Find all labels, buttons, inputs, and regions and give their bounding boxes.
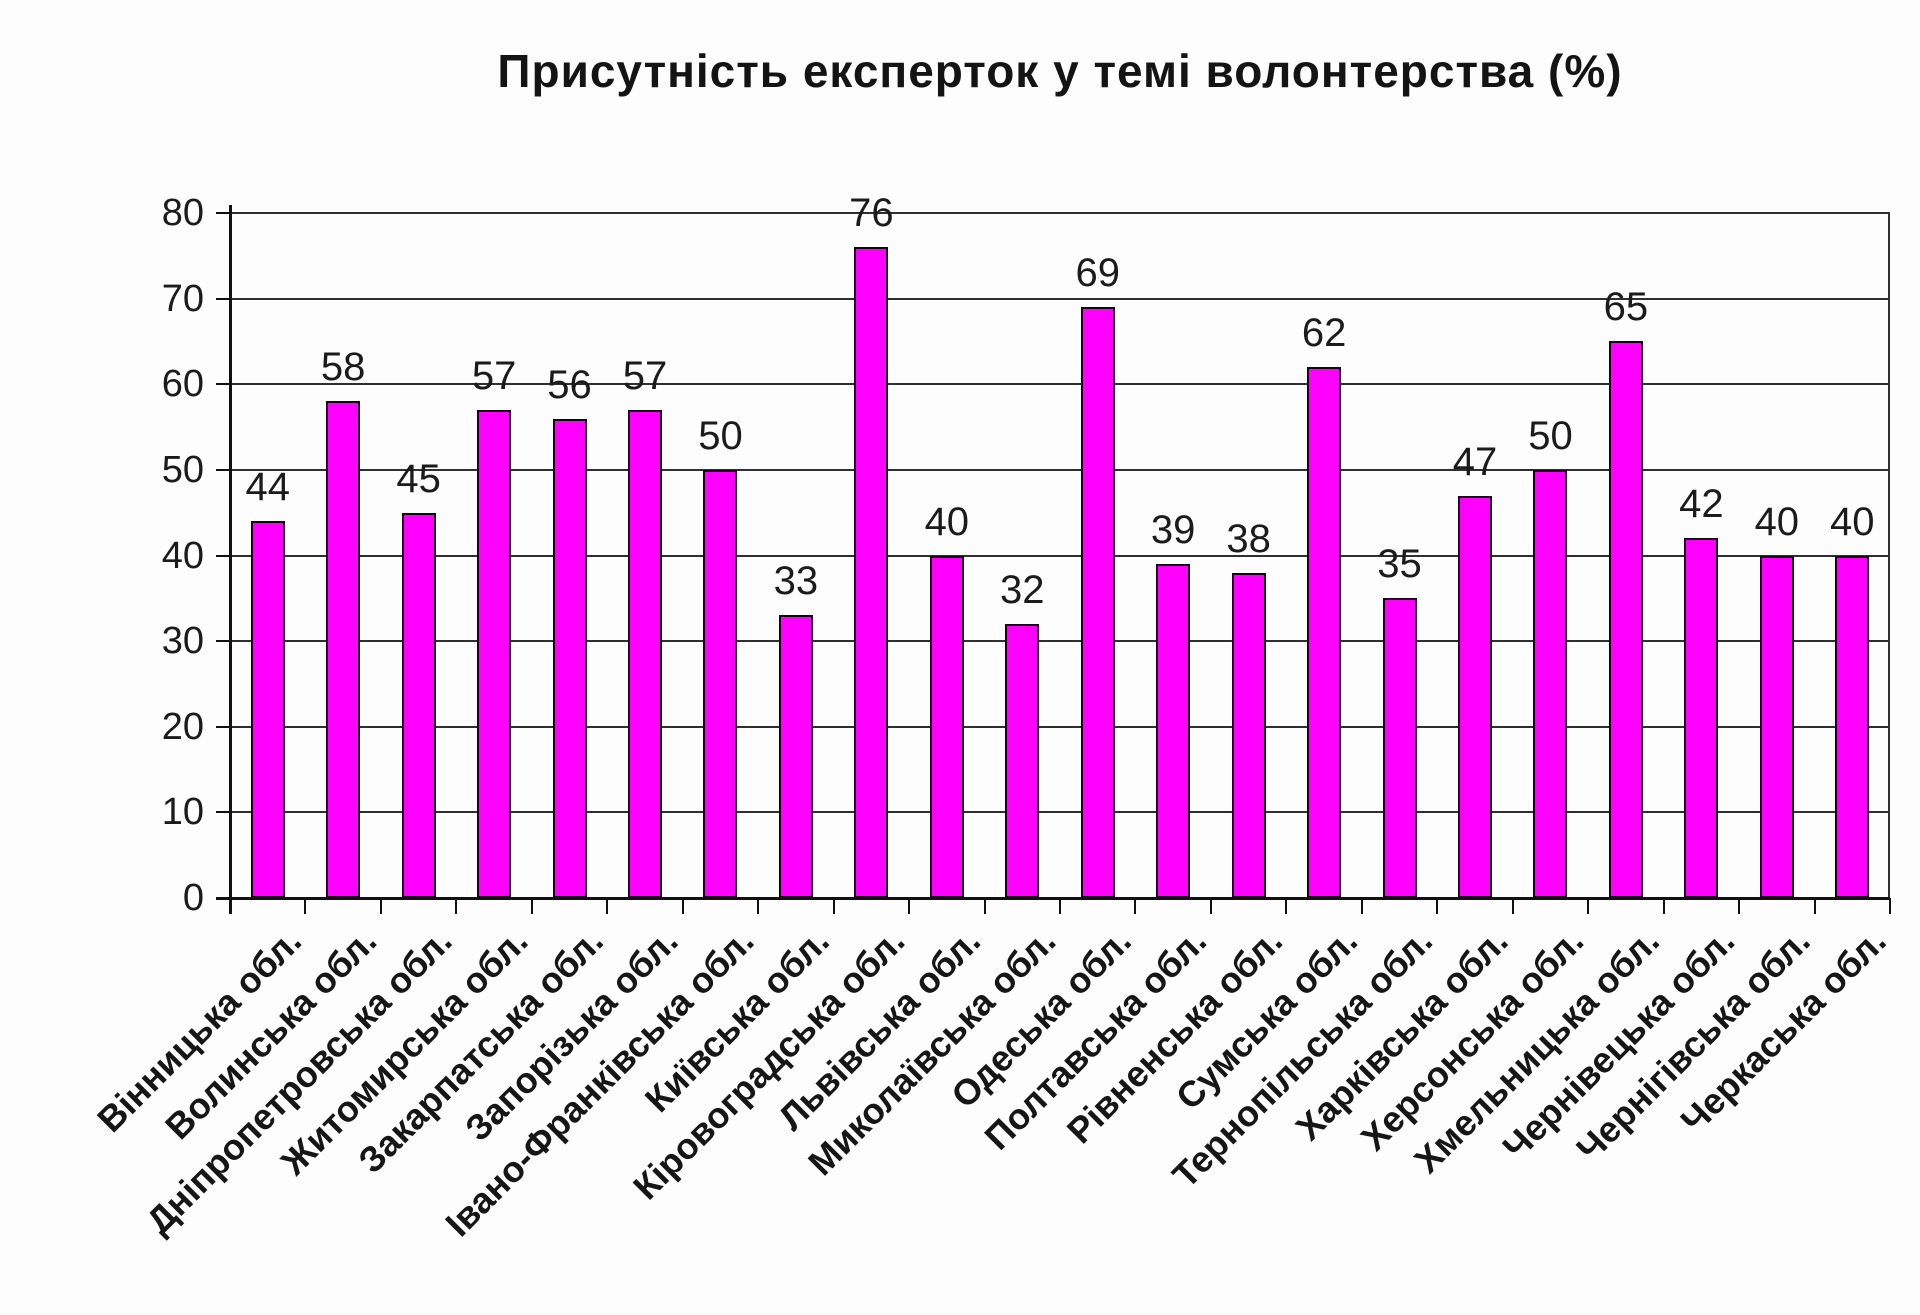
x-axis-tick [530,898,533,914]
x-axis-tick [1813,898,1816,914]
bar-value-label: 47 [1452,439,1498,484]
bar-value-label: 57 [622,353,668,398]
bar-value-label: 76 [849,191,894,236]
x-axis-tick [1662,898,1665,914]
bar [1608,341,1643,898]
bar-value-label: 50 [1528,413,1573,458]
bar-value-label: 57 [471,353,517,398]
x-axis-tick [229,898,231,914]
x-axis-tick [304,898,307,914]
x-axis-tick [606,898,609,914]
bar [1759,555,1794,898]
y-axis-tick [216,383,230,386]
bar-value-label: 40 [1830,499,1875,544]
x-axis-tick [757,898,760,914]
y-tick-label: 50 [161,448,204,491]
y-tick-label: 70 [161,277,204,320]
x-axis-tick [1889,898,1891,914]
bar-value-label: 58 [320,345,366,390]
x-axis-tick [983,898,986,914]
bar [1307,367,1342,898]
bar [1458,495,1492,898]
bar-value-label: 62 [1301,311,1347,356]
plot-right-border [1888,213,1890,898]
bar-value-label: 69 [1075,251,1120,296]
bar-value-label: 65 [1603,285,1649,330]
y-axis-line [229,205,232,914]
bar [1231,572,1266,898]
gridline [230,725,1890,728]
x-axis-tick [1209,898,1212,914]
bar-value-label: 44 [245,465,290,510]
x-axis-tick [1511,898,1514,914]
bar [778,615,813,898]
bar [1382,598,1417,898]
x-axis-tick [1059,898,1061,914]
bar-value-label: 38 [1226,516,1271,561]
bar [854,247,889,898]
gridline [230,554,1890,557]
y-axis-tick [216,640,230,643]
y-tick-label: 60 [161,363,204,406]
bar [477,409,512,898]
x-axis-tick [379,898,382,914]
bar [401,512,436,898]
x-axis-tick [908,898,911,914]
gridline [230,468,1890,471]
chart-title: Присутність експерток у темі волонтерств… [497,45,1623,97]
bar [326,401,361,898]
bar [250,521,285,898]
x-axis-tick [1285,898,1288,914]
bar [1533,469,1568,898]
y-axis-tick [216,212,230,214]
bar-value-label: 35 [1377,542,1422,587]
y-tick-label: 10 [161,791,204,834]
bar [1080,307,1115,898]
gridline [230,811,1890,814]
x-category-label-text: Дніпропетровська обл. [138,920,460,1242]
y-tick-label: 80 [161,192,204,234]
bar [1156,564,1191,898]
x-axis-tick [832,898,835,914]
bar-value-label: 32 [1000,568,1045,612]
bar-value-label: 39 [1150,508,1196,553]
y-axis-tick [216,297,230,300]
bar [703,469,738,898]
bar [552,418,587,898]
gridline [230,383,1890,386]
bar-value-label: 42 [1679,482,1724,527]
bar [628,409,662,898]
y-axis-tick [216,468,230,471]
gridline [230,297,1890,300]
y-axis-tick [216,811,230,814]
bar-value-label: 33 [773,559,819,604]
y-tick-label: 20 [161,705,204,748]
y-axis-tick [216,725,230,728]
bar [1684,538,1719,898]
y-tick-label: 30 [161,620,204,663]
bar-value-label: 50 [698,413,743,458]
x-axis-tick [455,898,458,914]
x-axis-tick [1134,898,1137,914]
x-axis-tick [1436,898,1439,914]
x-axis-tick [1360,898,1363,914]
x-axis-line [216,897,1890,900]
bar-value-label: 40 [924,499,970,544]
bar-value-label: 45 [396,456,441,501]
x-axis-tick [1587,898,1590,914]
bar-value-label: 56 [547,362,592,407]
y-tick-label: 40 [161,534,204,577]
gridline [230,212,1890,214]
x-axis-tick [681,898,684,914]
gridline [230,640,1890,643]
bar [1835,555,1870,898]
bar [1005,624,1040,898]
x-axis-tick [1738,898,1741,914]
y-tick-label: 0 [182,877,204,919]
bar-value-label: 40 [1754,499,1800,544]
y-axis-tick [216,554,230,557]
